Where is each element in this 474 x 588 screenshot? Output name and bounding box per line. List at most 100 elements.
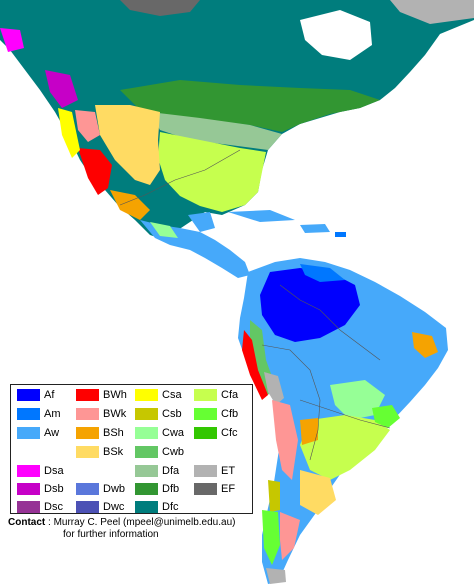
legend-swatch <box>76 427 99 439</box>
legend-code: Dfa <box>162 465 180 477</box>
bwh-desert <box>78 148 112 195</box>
hudson-bay <box>300 10 372 60</box>
patagonia-cfb <box>262 510 280 565</box>
legend-code: Am <box>44 408 61 420</box>
legend-swatch <box>76 483 99 495</box>
legend-item-dsa: Dsa <box>17 465 64 477</box>
contact-note: Contact : Murray C. Peel (mpeel@unimelb.… <box>8 517 235 541</box>
country-borders <box>119 149 391 461</box>
legend-code: Cwa <box>162 427 185 439</box>
legend-swatch <box>17 389 40 401</box>
brazil-cwa <box>330 380 385 420</box>
legend-item-dwb: Dwb <box>76 483 125 495</box>
atacama-bwk <box>272 400 298 480</box>
legend-swatch <box>76 408 99 420</box>
ne-brazil-bsh <box>412 332 438 358</box>
legend-item-cfa: Cfa <box>194 389 238 401</box>
legend-code: BWh <box>103 389 127 401</box>
legend-swatch <box>135 389 158 401</box>
legend-item-dfa: Dfa <box>135 465 179 477</box>
legend-swatch <box>135 501 158 513</box>
puerto-rico <box>335 232 346 237</box>
legend-swatch <box>194 465 217 477</box>
legend-item-am: Am <box>17 408 61 420</box>
chaco-bsh <box>300 418 318 445</box>
legend-item-dfb: Dfb <box>135 483 179 495</box>
legend-swatch <box>135 408 158 420</box>
legend-item-cwb: Cwb <box>135 446 184 458</box>
dsb-west <box>45 70 78 108</box>
legend-swatch <box>194 389 217 401</box>
legend-code: Dsc <box>44 501 63 513</box>
mexico-dry <box>110 190 150 220</box>
legend-swatch <box>76 446 99 458</box>
legend-swatch <box>135 483 158 495</box>
legend-code: EF <box>221 483 236 495</box>
legend-code: Cfc <box>221 427 238 439</box>
legend-code: BSk <box>103 446 124 458</box>
contact-further-info: for further information <box>63 529 159 540</box>
legend-item-aw: Aw <box>17 427 59 439</box>
legend-item-cwa: Cwa <box>135 427 184 439</box>
legend-code: Aw <box>44 427 60 439</box>
legend-item-dsc: Dsc <box>17 501 63 513</box>
legend-item-bsk: BSk <box>76 446 123 458</box>
legend-swatch <box>194 483 217 495</box>
legend-item-csa: Csa <box>135 389 182 401</box>
greenland-edge <box>390 0 474 24</box>
legend-code: Csb <box>162 408 182 420</box>
pampas-bsk <box>300 470 336 515</box>
legend-code: BSh <box>103 427 124 439</box>
legend-swatch <box>17 465 40 477</box>
legend-swatch <box>17 408 40 420</box>
legend-code: Csa <box>162 389 182 401</box>
legend-code: Af <box>44 389 55 401</box>
contact-author: : Murray C. Peel (mpeel@unimelb.edu.au) <box>45 517 236 528</box>
legend-swatch <box>17 483 40 495</box>
legend-swatch <box>194 408 217 420</box>
contact-line-2: for further information <box>8 529 235 541</box>
contact-label: Contact <box>8 517 46 528</box>
legend-item-csb: Csb <box>135 408 182 420</box>
yucatan <box>188 212 215 232</box>
legend-code: Dfb <box>162 483 180 495</box>
legend-swatch <box>194 427 217 439</box>
dfa-zone <box>150 112 282 150</box>
chile-csb <box>268 480 280 512</box>
legend-code: Dfc <box>162 501 179 513</box>
climate-legend: Af Am Aw BWh BWk BSh BSk Csa Csb Cwa Cwb Cfa Cfb Cfc D… <box>10 384 253 514</box>
legend-item-ef: EF <box>194 483 235 495</box>
hispaniola <box>300 224 330 233</box>
legend-item-bsh: BSh <box>76 427 124 439</box>
dfb-zone <box>120 80 380 132</box>
dsa-northwest <box>0 28 24 52</box>
legend-code: Cwb <box>162 446 185 458</box>
bsk-plains <box>95 105 160 185</box>
legend-swatch <box>17 501 40 513</box>
legend-code: BWk <box>103 408 127 420</box>
central-america-highlands <box>150 222 178 238</box>
cfa-zone <box>158 132 266 212</box>
legend-item-bwk: BWk <box>76 408 126 420</box>
legend-swatch <box>135 427 158 439</box>
csa-west-coast <box>58 108 80 158</box>
legend-item-dfc: Dfc <box>135 501 179 513</box>
legend-item-af: Af <box>17 389 54 401</box>
guyana-am <box>300 264 345 282</box>
legend-item-cfb: Cfb <box>194 408 238 420</box>
brazil-cfa <box>300 415 390 480</box>
legend-code: Cfa <box>221 389 239 401</box>
legend-code: Dwb <box>103 483 126 495</box>
legend-swatch <box>76 501 99 513</box>
legend-swatch <box>135 465 158 477</box>
altiplano-et <box>264 372 284 405</box>
legend-code: ET <box>221 465 236 477</box>
legend-code: Dsa <box>44 465 64 477</box>
legend-item-et: ET <box>194 465 235 477</box>
legend-item-dwc: Dwc <box>76 501 124 513</box>
legend-swatch <box>17 427 40 439</box>
southern-brazil-cfb <box>372 405 400 428</box>
patagonia-bwk <box>280 512 300 560</box>
